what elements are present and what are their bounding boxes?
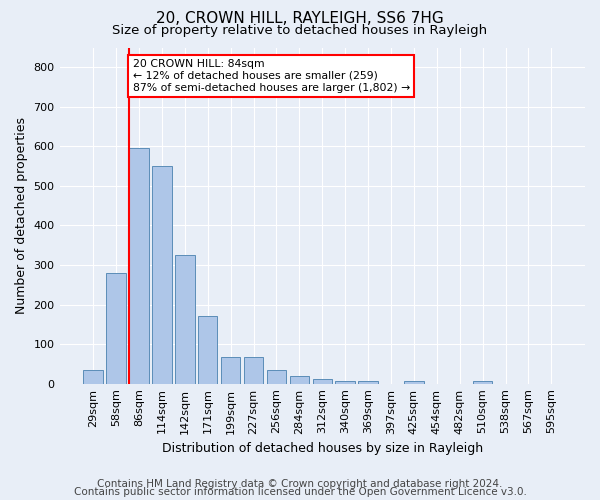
Bar (358, 380, 378, 384)
Y-axis label: Number of detached properties: Number of detached properties (15, 117, 28, 314)
Bar (335, 380, 355, 384)
Bar (290, 376, 309, 384)
Bar (198, 316, 217, 384)
X-axis label: Distribution of detached houses by size in Rayleigh: Distribution of detached houses by size … (162, 442, 483, 455)
Bar (175, 255, 194, 384)
Text: Contains HM Land Registry data © Crown copyright and database right 2024.: Contains HM Land Registry data © Crown c… (97, 479, 503, 489)
Bar (244, 357, 263, 384)
Bar (404, 380, 424, 384)
Text: Contains public sector information licensed under the Open Government Licence v3: Contains public sector information licen… (74, 487, 526, 497)
Text: Size of property relative to detached houses in Rayleigh: Size of property relative to detached ho… (112, 24, 488, 37)
Bar (313, 379, 332, 384)
Bar (129, 148, 149, 384)
Bar (221, 357, 241, 384)
Bar (267, 370, 286, 384)
Text: 20, CROWN HILL, RAYLEIGH, SS6 7HG: 20, CROWN HILL, RAYLEIGH, SS6 7HG (156, 11, 444, 26)
Bar (473, 380, 493, 384)
Text: 20 CROWN HILL: 84sqm
← 12% of detached houses are smaller (259)
87% of semi-deta: 20 CROWN HILL: 84sqm ← 12% of detached h… (133, 60, 410, 92)
Bar (106, 273, 126, 384)
Bar (83, 370, 103, 384)
Bar (152, 166, 172, 384)
